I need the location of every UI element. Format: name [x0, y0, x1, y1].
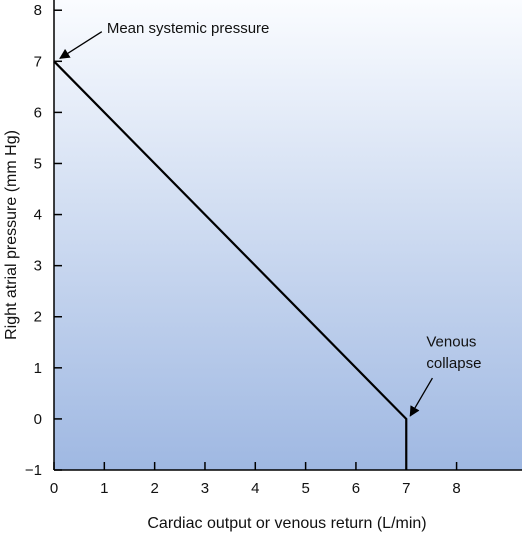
venous-return-curve: [53, 60, 408, 470]
y-tick-label: 4: [34, 207, 42, 224]
y-axis-title: Right atrial pressure (mm Hg): [3, 130, 20, 340]
x-tick-label: 1: [100, 480, 108, 497]
plot-area: [54, 0, 522, 470]
series-layer: [53, 60, 408, 470]
x-tick-label: 6: [352, 480, 360, 497]
axes: [53, 0, 522, 471]
y-tick-label: 7: [34, 53, 42, 70]
y-tick-label: 6: [34, 104, 42, 121]
annotation-venous-collapse-line1: Venous: [426, 333, 476, 350]
y-tick-label: 0: [34, 411, 42, 428]
x-tick-label: 5: [301, 480, 309, 497]
annotation-venous-collapse-line2: collapse: [426, 355, 481, 372]
y-tick-label: 8: [34, 2, 42, 19]
x-tick-label: 3: [201, 480, 209, 497]
annotation-mean-systemic-pressure: Mean systemic pressure: [107, 20, 270, 37]
x-axis-title: Cardiac output or venous return (L/min): [147, 515, 426, 532]
y-tick-label: 1: [34, 360, 42, 377]
y-tick-label: −1: [25, 462, 42, 479]
x-tick-label: 7: [402, 480, 410, 497]
y-tick-label: 2: [34, 309, 42, 326]
annotation-arrow-venous-collapse: [409, 377, 433, 417]
x-axis-ticks: 0 1 2 3 4 5 6 7 8: [50, 462, 461, 497]
annotations: Mean systemic pressure Venous collapse: [59, 20, 481, 417]
y-tick-label: 5: [34, 155, 42, 172]
annotation-arrow-mean-systemic-pressure: [59, 31, 103, 59]
x-tick-label: 8: [452, 480, 460, 497]
x-tick-label: 0: [50, 480, 58, 497]
x-tick-label: 4: [251, 480, 259, 497]
y-axis-ticks: −1 0 1 2 3 4 5 6 7 8: [25, 2, 62, 479]
y-tick-label: 3: [34, 258, 42, 275]
x-tick-label: 2: [150, 480, 158, 497]
